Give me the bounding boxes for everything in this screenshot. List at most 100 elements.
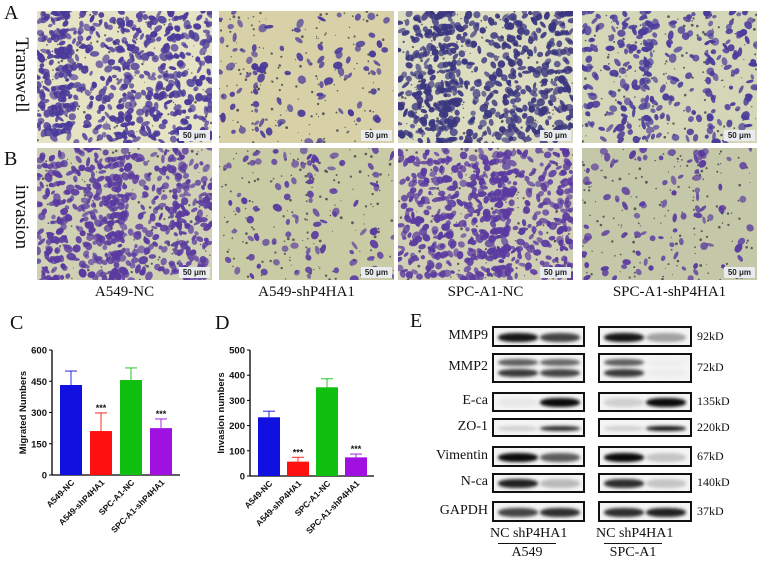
kd-label: 92kD — [697, 328, 724, 343]
svg-text:***: *** — [293, 447, 304, 457]
protein-label-mmp2: MMP2 — [448, 359, 488, 374]
band — [540, 507, 580, 517]
svg-text:100: 100 — [229, 446, 245, 457]
micrograph-transwell-1: 50 μm — [219, 11, 394, 143]
scale-bar: 50 μm — [539, 267, 571, 278]
band — [646, 332, 686, 342]
svg-text:150: 150 — [31, 439, 47, 450]
protein-label-n-ca: N-ca — [460, 474, 488, 489]
column-label: SPC-A1-NC — [447, 284, 524, 300]
svg-text:***: *** — [156, 409, 167, 419]
band — [498, 359, 538, 366]
micrograph-invasion-0: 50 μm — [37, 148, 212, 280]
band — [498, 425, 538, 431]
svg-text:400: 400 — [229, 371, 245, 382]
kd-label: 140kD — [697, 475, 730, 489]
svg-text:600: 600 — [31, 346, 47, 357]
protein-label-e-ca: E-ca — [462, 393, 488, 408]
blot-n-ca-a549 — [492, 473, 585, 493]
blot-mmp9-a549 — [492, 326, 585, 347]
row-label-invasion: invasion — [11, 184, 32, 250]
band — [604, 479, 644, 488]
micrograph-invasion-2: 50 μm — [398, 148, 573, 280]
protein-label-mmp9: MMP9 — [448, 327, 488, 343]
kd-label: 37kD — [697, 503, 724, 518]
band — [646, 425, 686, 431]
blot-zo-1-a549 — [492, 418, 585, 437]
cell-line-label: SPC-A1 — [609, 545, 657, 560]
panel-letter-e: E — [410, 310, 423, 332]
protein-label-vimentin: Vimentin — [435, 447, 488, 463]
band — [604, 507, 644, 517]
svg-text:Migrated Numbers: Migrated Numbers — [18, 371, 29, 454]
row-label-transwell: Transwell — [11, 37, 32, 113]
blot-n-ca-spc-a1 — [598, 473, 692, 493]
micrograph-transwell-2: 50 μm — [398, 11, 573, 143]
svg-text:450: 450 — [31, 377, 47, 388]
blot-mmp2-spc-a1 — [598, 353, 692, 383]
scale-bar: 50 μm — [723, 267, 755, 278]
group-underline — [498, 543, 556, 544]
band — [540, 398, 580, 407]
band — [540, 479, 580, 488]
bar-chart-invasion: 0 100 200 300 400 500 Invasion numbers A549-NC *… — [200, 330, 405, 565]
svg-text:SPC-A1-shP4HA1: SPC-A1-shP4HA1 — [109, 477, 167, 535]
svg-text:200: 200 — [229, 421, 245, 432]
svg-text:SPC-A1-shP4HA1: SPC-A1-shP4HA1 — [304, 478, 362, 536]
band — [498, 332, 538, 342]
blot-mmp9-spc-a1 — [598, 326, 692, 347]
column-label: SPC-A1-shP4HA1 — [612, 284, 727, 300]
band — [604, 369, 644, 377]
band — [646, 479, 686, 488]
band — [498, 398, 538, 407]
micrograph-invasion-1: 50 μm — [219, 148, 394, 280]
micrograph-transwell-0: 50 μm — [37, 11, 212, 143]
cell-line-label: A549 — [511, 545, 543, 560]
panel-letter-b: B — [4, 148, 18, 170]
blot-e-ca-spc-a1 — [598, 392, 692, 412]
band — [646, 369, 686, 377]
panel-letter-c: C — [10, 312, 24, 334]
band — [646, 452, 686, 462]
band — [540, 369, 580, 377]
band — [646, 398, 686, 407]
blot-zo-1-spc-a1 — [598, 418, 692, 437]
band — [646, 507, 686, 517]
blot-e-ca-a549 — [492, 392, 585, 412]
svg-text:300: 300 — [31, 408, 47, 419]
band — [498, 369, 538, 377]
band — [604, 359, 644, 366]
svg-text:300: 300 — [229, 396, 245, 407]
column-label: A549-NC — [94, 284, 155, 300]
scale-bar: 50 μm — [178, 267, 210, 278]
micrograph-transwell-3: 50 μm — [582, 11, 757, 143]
protein-label-zo-1: ZO-1 — [457, 418, 488, 434]
kd-label: 135kD — [697, 394, 730, 408]
bar-chart-migrated: 0 150 300 450 600 Migrated Numbers A549-NC *** A… — [0, 330, 200, 565]
panel-letter-d: D — [215, 312, 230, 334]
band — [646, 359, 686, 366]
svg-text:***: *** — [96, 403, 107, 413]
scale-bar: 50 μm — [360, 130, 392, 141]
scale-bar: 50 μm — [360, 267, 392, 278]
kd-label: 67kD — [697, 448, 724, 463]
kd-label: 220kD — [697, 419, 730, 434]
scale-bar: 50 μm — [178, 130, 210, 141]
group-underline — [604, 543, 662, 544]
svg-text:0: 0 — [42, 471, 47, 482]
scale-bar: 50 μm — [539, 130, 571, 141]
svg-text:Invasion numbers: Invasion numbers — [216, 372, 227, 453]
band — [498, 507, 538, 517]
band — [540, 452, 580, 462]
panel-letter-a: A — [4, 2, 19, 24]
blot-vimentin-spc-a1 — [598, 446, 692, 467]
protein-label-gapdh: GAPDH — [439, 502, 488, 518]
column-label: A549-shP4HA1 — [258, 284, 355, 300]
lane-labels: NC shP4HA1 — [596, 526, 674, 541]
band — [540, 359, 580, 366]
band — [498, 479, 538, 488]
blot-gapdh-a549 — [492, 501, 585, 522]
band — [604, 425, 644, 431]
band — [498, 452, 538, 462]
svg-text:500: 500 — [229, 346, 245, 357]
